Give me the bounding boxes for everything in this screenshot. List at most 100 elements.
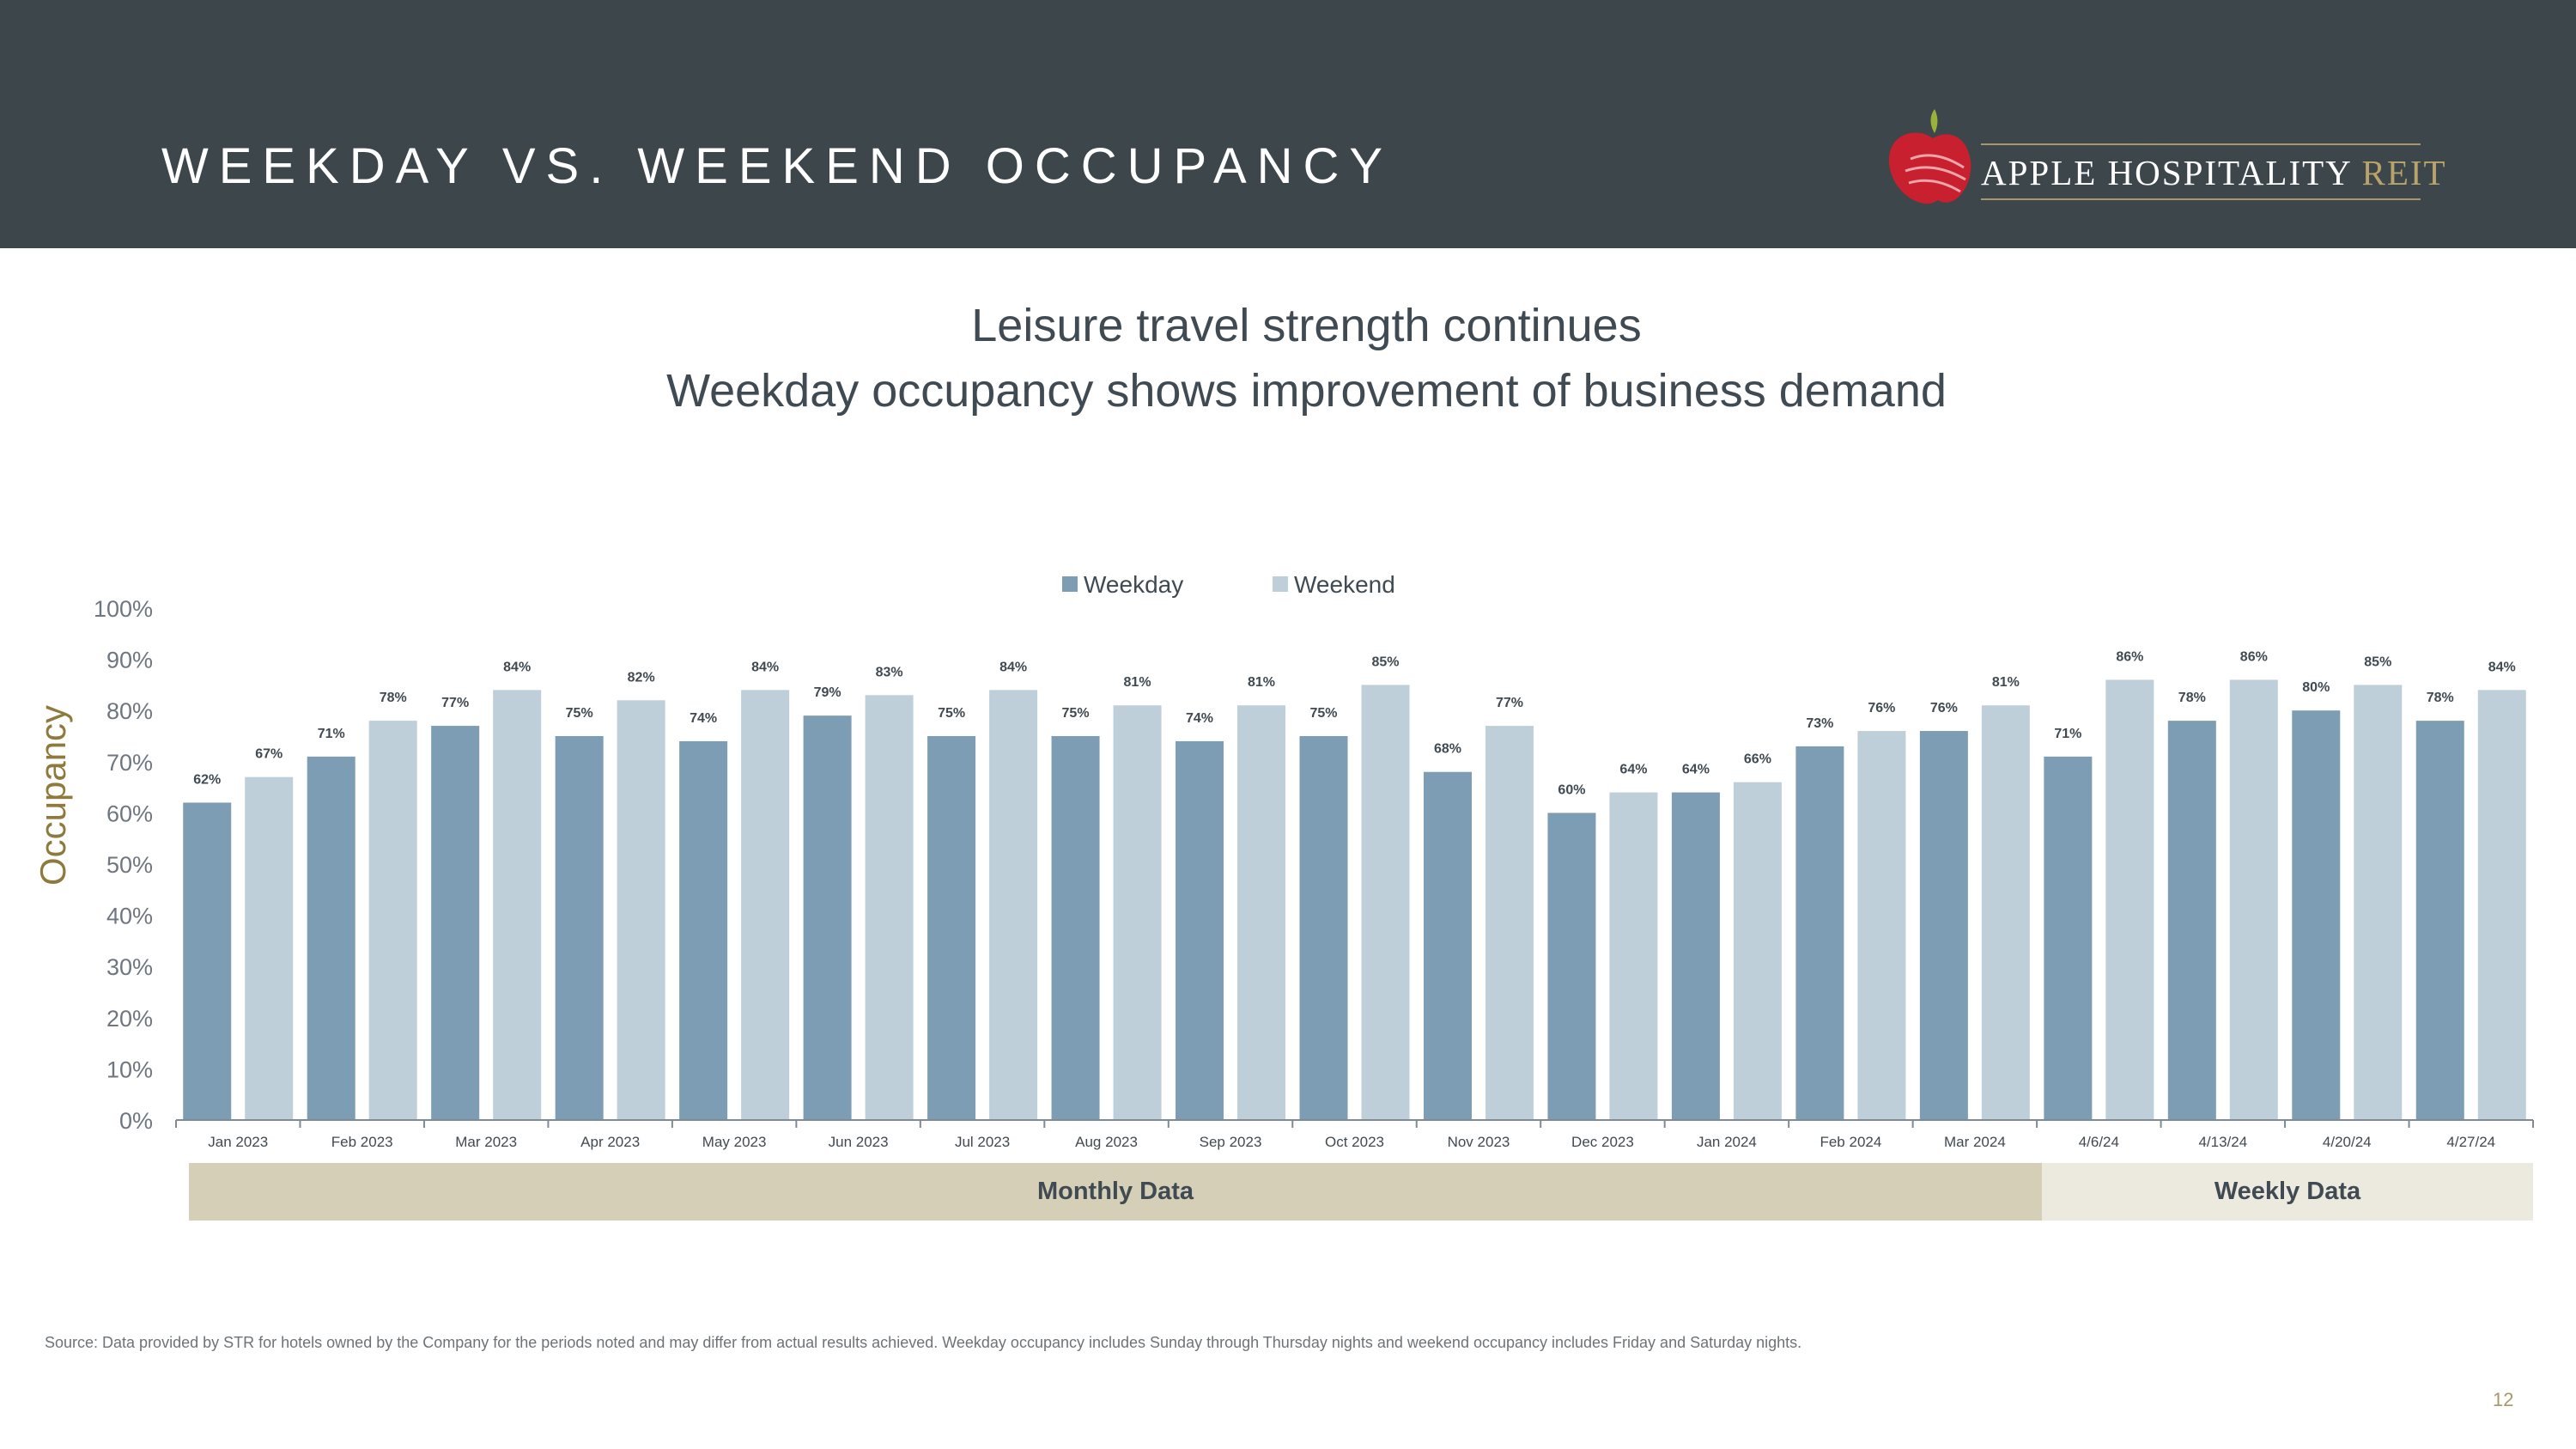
y-tick-label: 70%	[106, 750, 153, 776]
data-label: 84%	[503, 660, 531, 674]
bar-weekend	[368, 721, 417, 1120]
bar-weekday	[1547, 813, 1596, 1120]
apple-logo-icon	[1888, 109, 1971, 204]
weekly-data-band: Weekly Data	[2042, 1163, 2533, 1221]
data-label: 67%	[255, 747, 283, 762]
y-tick-label: 60%	[106, 801, 153, 826]
data-label: 75%	[1062, 706, 1090, 721]
legend-swatch-weekday	[1062, 576, 1078, 592]
weekly-data-label: Weekly Data	[2214, 1178, 2361, 1205]
data-label: 85%	[1371, 654, 1399, 669]
bar-weekend	[1485, 726, 1534, 1120]
data-label: 86%	[2240, 649, 2268, 664]
x-tick-label: Apr 2023	[580, 1134, 640, 1150]
bar-weekend	[493, 690, 542, 1120]
monthly-data-label: Monthly Data	[1036, 1178, 1194, 1205]
data-label: 84%	[751, 660, 779, 674]
x-tick-label: May 2023	[702, 1134, 767, 1150]
bar-weekday	[1176, 740, 1224, 1120]
x-tick-label: Nov 2023	[1448, 1134, 1510, 1150]
y-tick-label: 100%	[94, 596, 153, 622]
x-tick-label: Jun 2023	[829, 1134, 889, 1150]
data-label: 80%	[2302, 680, 2330, 695]
bar-weekend	[1981, 705, 2030, 1120]
page-title: WEEKDAY VS. WEEKEND OCCUPANCY	[161, 138, 1394, 194]
logo-rule-bottom	[1981, 198, 2421, 200]
data-label: 64%	[1682, 763, 1710, 777]
data-label: 64%	[1619, 763, 1647, 777]
x-tick-label: Feb 2023	[331, 1134, 393, 1150]
data-label: 60%	[1558, 782, 1585, 797]
y-tick-label: 50%	[106, 852, 153, 878]
data-label: 81%	[1124, 675, 1151, 690]
bar-weekend	[245, 776, 294, 1120]
x-tick-label: 4/13/24	[2198, 1134, 2247, 1150]
bar-weekend	[865, 695, 914, 1120]
bar-weekend	[1733, 782, 1782, 1120]
logo-rule-top	[1981, 143, 2421, 145]
data-label: 77%	[1496, 696, 1523, 710]
bar-weekend	[1857, 731, 1906, 1120]
bar-weekend	[1237, 705, 1286, 1120]
logo-reit: REIT	[2361, 153, 2447, 192]
bar-weekday	[1795, 746, 1844, 1120]
x-tick-label: 4/20/24	[2323, 1134, 2372, 1150]
data-label: 86%	[2116, 649, 2143, 664]
data-label: 74%	[1186, 711, 1213, 726]
page-number: 12	[2493, 1389, 2514, 1410]
bar-weekend	[1113, 705, 1162, 1120]
bar-weekday	[803, 715, 852, 1120]
data-label: 66%	[1744, 752, 1771, 767]
data-label: 84%	[999, 660, 1027, 674]
x-tick-label: 4/27/24	[2446, 1134, 2495, 1150]
data-label: 78%	[2178, 691, 2206, 705]
data-label: 75%	[566, 706, 593, 721]
company-logo: APPLE HOSPITALITY REIT	[1885, 107, 2445, 210]
x-tick-label: 4/6/24	[2079, 1134, 2119, 1150]
data-label: 81%	[1992, 675, 2020, 690]
subtitle-line-1: Leisure travel strength continues	[971, 300, 1642, 351]
bar-weekday	[2292, 710, 2341, 1120]
x-tick-label: Aug 2023	[1075, 1134, 1138, 1150]
source-note: Source: Data provided by STR for hotels …	[45, 1334, 1802, 1351]
x-tick-label: Oct 2023	[1325, 1134, 1384, 1150]
bar-weekday	[1671, 792, 1720, 1120]
legend-swatch-weekend	[1273, 576, 1288, 592]
y-tick-label: 0%	[119, 1108, 153, 1134]
header-bar: WEEKDAY VS. WEEKEND OCCUPANCY APPLE HOSP…	[0, 0, 2576, 248]
y-tick-label: 80%	[106, 698, 153, 724]
data-label: 68%	[1434, 742, 1461, 757]
bar-weekday	[1423, 771, 1472, 1120]
data-label: 76%	[1868, 701, 1895, 715]
data-label: 77%	[441, 696, 469, 710]
bar-weekday	[927, 736, 976, 1120]
bar-weekday	[1299, 736, 1348, 1120]
bar-weekday	[1051, 736, 1100, 1120]
bar-weekend	[1361, 685, 1410, 1120]
logo-text: APPLE HOSPITALITY REIT	[1981, 152, 2447, 193]
bar-weekday	[2044, 756, 2093, 1120]
bar-weekend	[617, 700, 665, 1120]
bar-weekend	[2105, 679, 2154, 1120]
x-tick-label: Mar 2024	[1944, 1134, 2006, 1150]
bar-weekday	[2167, 721, 2216, 1120]
x-tick-label: Feb 2024	[1820, 1134, 1881, 1150]
x-tick-label: Dec 2023	[1571, 1134, 1634, 1150]
legend-label-weekday: Weekday	[1084, 571, 1183, 598]
y-tick-label: 20%	[106, 1006, 153, 1032]
bar-weekday	[183, 802, 232, 1120]
bar-weekend	[1609, 792, 1658, 1120]
data-label: 62%	[193, 772, 221, 787]
data-label: 82%	[628, 670, 655, 685]
data-label: 81%	[1248, 675, 1275, 690]
y-tick-label: 30%	[106, 954, 153, 980]
data-label: 85%	[2364, 654, 2391, 669]
bar-weekend	[2354, 685, 2403, 1120]
monthly-data-band: Monthly Data	[189, 1163, 2042, 1221]
data-label: 79%	[814, 685, 841, 700]
bar-weekend	[989, 690, 1038, 1120]
data-label: 83%	[876, 665, 903, 679]
x-tick-label: Jul 2023	[955, 1134, 1010, 1150]
data-label: 73%	[1806, 716, 1833, 731]
legend-label-weekend: Weekend	[1294, 571, 1395, 598]
